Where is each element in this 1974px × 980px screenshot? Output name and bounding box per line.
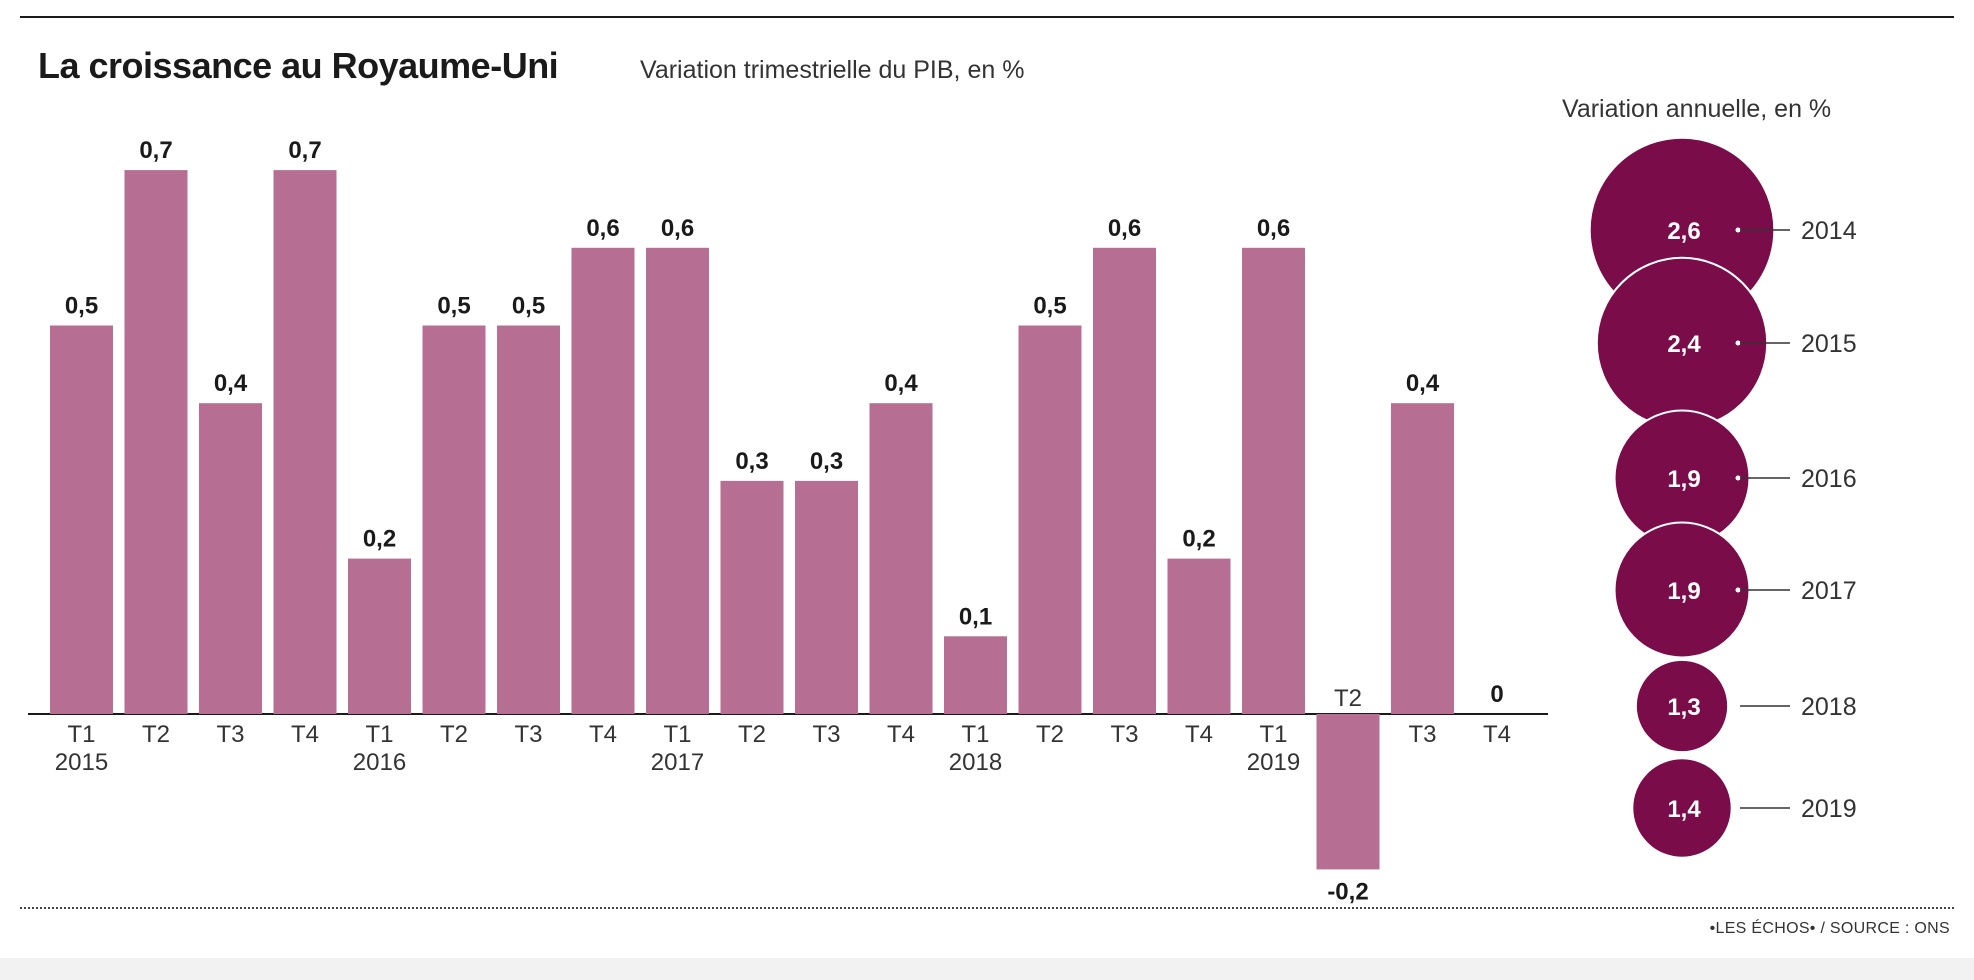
bar-value-label-13: 0,1	[959, 603, 992, 630]
bar-19	[1391, 403, 1454, 714]
bar-3	[199, 403, 262, 714]
bar-15	[1093, 247, 1156, 715]
bar-value-label-6: 0,5	[437, 293, 470, 320]
chart-title: La croissance au Royaume-Uni	[38, 45, 559, 86]
bar-5	[348, 558, 411, 714]
quarter-label-2: T2	[142, 721, 170, 748]
bar-13	[944, 636, 1007, 714]
annual-value-label-2018: 1,3	[1667, 694, 1700, 721]
bar-1	[50, 325, 113, 714]
bar-value-label-11: 0,3	[810, 448, 843, 475]
bar-value-label-16: 0,2	[1182, 526, 1215, 553]
annual-bubble-2019	[1631, 757, 1733, 859]
quarter-label-8: T4	[589, 721, 617, 748]
bar-value-label-4: 0,7	[288, 137, 321, 164]
bar-value-label-5: 0,2	[363, 526, 396, 553]
source-credit: •LES ÉCHOS• / SOURCE : ONS	[1709, 920, 1950, 937]
bar-10	[720, 480, 784, 714]
year-label-1: 2015	[55, 749, 108, 776]
quarter-label-17: T1	[1259, 721, 1287, 748]
annual-title: Variation annuelle, en %	[1562, 95, 1832, 123]
quarter-label-13: T1	[961, 721, 989, 748]
bar-8	[571, 247, 635, 715]
bar-6	[422, 325, 486, 714]
quarter-label-11: T3	[812, 721, 840, 748]
annual-value-label-2015: 2,4	[1667, 331, 1701, 358]
quarter-label-7: T3	[514, 721, 542, 748]
annual-value-label-2014: 2,6	[1667, 218, 1700, 245]
annual-value-label-2017: 1,9	[1667, 578, 1700, 605]
bar-value-label-1: 0,5	[65, 293, 98, 320]
bar-value-label-9: 0,6	[661, 215, 694, 242]
annual-value-label-2019: 1,4	[1667, 796, 1701, 823]
footer-rule	[20, 907, 1954, 909]
quarter-label-3: T3	[216, 721, 244, 748]
quarter-label-6: T2	[440, 721, 468, 748]
year-label-17: 2019	[1247, 749, 1300, 776]
quarter-label-18: T2	[1334, 685, 1362, 712]
bar-9	[646, 247, 709, 715]
bar-18	[1316, 714, 1380, 870]
quarter-label-20: T4	[1483, 721, 1511, 748]
bar-16	[1167, 558, 1231, 714]
quarter-label-10: T2	[738, 721, 766, 748]
year-label-5: 2016	[353, 749, 406, 776]
bar-11	[795, 480, 858, 714]
annual-bubble-2018	[1634, 658, 1730, 754]
bar-12	[869, 403, 933, 714]
bar-14	[1018, 325, 1082, 714]
bar-value-label-10: 0,3	[735, 448, 768, 475]
bar-value-label-12: 0,4	[884, 370, 918, 397]
bar-17	[1242, 247, 1305, 715]
bar-value-label-7: 0,5	[512, 293, 545, 320]
annual-year-label-2017: 2017	[1801, 577, 1857, 605]
annual-year-label-2015: 2015	[1801, 330, 1857, 358]
annual-year-label-2016: 2016	[1801, 465, 1857, 493]
top-rule	[20, 16, 1954, 18]
bar-value-label-8: 0,6	[586, 215, 619, 242]
year-label-9: 2017	[651, 749, 704, 776]
bar-value-label-3: 0,4	[214, 370, 248, 397]
annual-leader-dot-2016	[1735, 475, 1741, 481]
bar-value-label-19: 0,4	[1406, 370, 1440, 397]
bar-value-label-15: 0,6	[1108, 215, 1141, 242]
quarter-label-14: T2	[1036, 721, 1064, 748]
annual-year-label-2018: 2018	[1801, 693, 1857, 721]
quarter-label-5: T1	[365, 721, 393, 748]
annual-leader-dot-2019	[1735, 805, 1741, 811]
bottom-band	[0, 958, 1974, 980]
quarter-label-12: T4	[887, 721, 915, 748]
year-label-13: 2018	[949, 749, 1002, 776]
bar-value-label-2: 0,7	[139, 137, 172, 164]
annual-year-label-2014: 2014	[1801, 217, 1857, 245]
chart-subtitle: Variation trimestrielle du PIB, en %	[640, 56, 1025, 84]
annual-value-label-2016: 1,9	[1667, 466, 1700, 493]
quarter-label-16: T4	[1185, 721, 1213, 748]
bar-2	[124, 170, 188, 715]
bar-value-label-18: -0,2	[1327, 878, 1368, 905]
bar-4	[273, 170, 337, 715]
quarter-label-15: T3	[1110, 721, 1138, 748]
bar-value-label-17: 0,6	[1257, 215, 1290, 242]
annual-year-label-2019: 2019	[1801, 795, 1857, 823]
annual-leader-dot-2015	[1735, 340, 1741, 346]
quarter-label-1: T1	[67, 721, 95, 748]
annual-leader-dot-2017	[1735, 587, 1741, 593]
annual-leader-dot-2014	[1735, 227, 1741, 233]
annual-leader-dot-2018	[1735, 703, 1741, 709]
bar-value-label-20: 0	[1490, 681, 1503, 708]
quarter-label-19: T3	[1408, 721, 1436, 748]
bar-value-label-14: 0,5	[1033, 293, 1066, 320]
quarter-label-9: T1	[663, 721, 691, 748]
quarter-label-4: T4	[291, 721, 319, 748]
bar-7	[497, 325, 560, 714]
growth-chart: 0,5T120150,7T20,4T30,7T40,2T120160,5T20,…	[28, 136, 1857, 905]
